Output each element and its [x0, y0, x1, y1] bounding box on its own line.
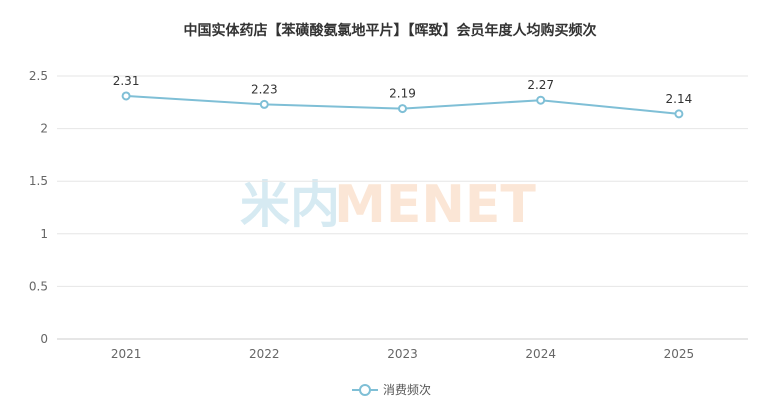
- x-tick-label: 2021: [111, 347, 142, 361]
- data-point: [674, 109, 684, 119]
- data-label: 2.31: [113, 74, 140, 88]
- data-point: [536, 95, 546, 105]
- watermark-en: MENET: [334, 175, 536, 235]
- y-tick-label: 1: [40, 227, 48, 241]
- chart-title: 中国实体药店【苯磺酸氨氯地平片】【晖致】会员年度人均购买频次: [183, 23, 597, 39]
- data-label: 2.19: [389, 87, 416, 101]
- data-label: 2.14: [666, 92, 693, 106]
- y-tick-label: 1.5: [29, 174, 48, 188]
- y-tick-label: 2: [40, 122, 48, 136]
- y-tick-label: 0.5: [29, 279, 48, 293]
- legend-label: 消费频次: [383, 383, 431, 397]
- watermark-cn: 米内: [240, 176, 340, 234]
- legend-marker: [359, 384, 371, 396]
- x-tick-label: 2023: [387, 347, 418, 361]
- y-tick-label: 0: [40, 332, 48, 346]
- x-tick-label: 2025: [664, 347, 695, 361]
- x-tick-label: 2022: [249, 347, 280, 361]
- data-point: [259, 99, 269, 109]
- data-label: 2.27: [527, 78, 554, 92]
- data-point: [398, 104, 407, 114]
- data-point: [121, 91, 131, 101]
- y-tick-label: 2.5: [29, 69, 48, 83]
- data-label: 2.23: [251, 82, 278, 96]
- x-tick-label: 2024: [525, 347, 556, 361]
